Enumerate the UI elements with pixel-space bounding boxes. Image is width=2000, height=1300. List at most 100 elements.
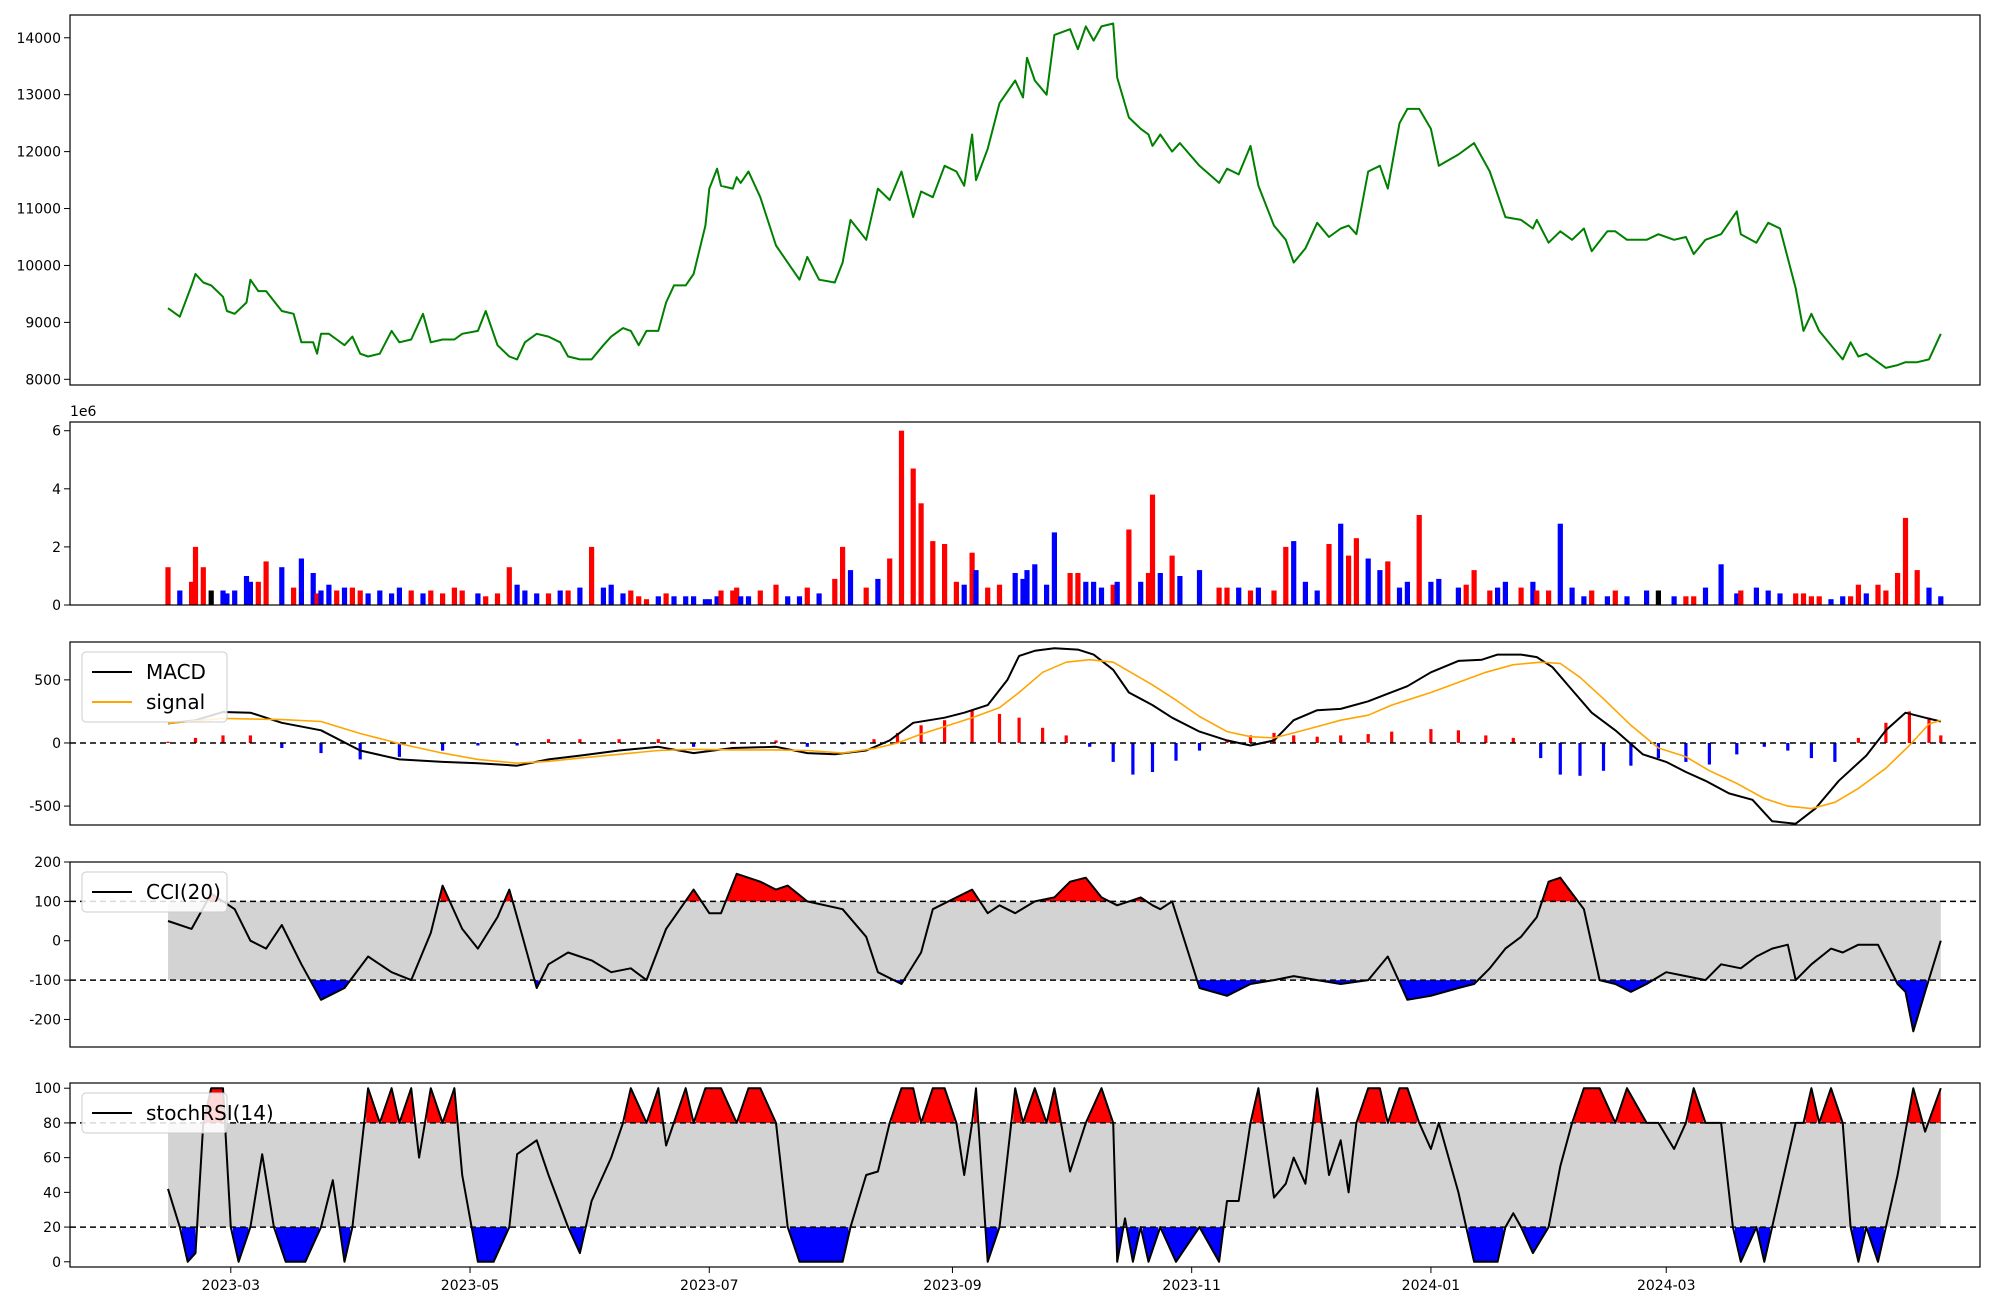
volume-bar <box>314 593 320 605</box>
volume-bar <box>1091 581 1097 605</box>
x-tick-label: 2023-07 <box>680 1278 739 1294</box>
volume-bar <box>247 581 253 605</box>
volume-bar <box>1396 587 1403 605</box>
volume-bar <box>1428 581 1434 605</box>
volume-bar <box>1416 515 1422 605</box>
stochrsi-oversold-fill <box>1852 1227 1865 1262</box>
macd-series-line <box>167 647 1942 825</box>
y-tick-label: 20 <box>43 1220 61 1236</box>
macd-histogram-bar <box>1429 729 1433 743</box>
macd-histogram-bar <box>1064 735 1068 743</box>
volume-bar <box>1848 596 1854 605</box>
macd-histogram-bar <box>248 735 252 743</box>
macd-histogram-bar <box>895 732 900 743</box>
y-tick-label: 8000 <box>25 372 61 388</box>
macd-histogram-bar <box>872 739 876 743</box>
volume-bar <box>1683 596 1689 605</box>
y-tick-label: -100 <box>29 973 61 989</box>
macd-histogram-bar <box>1927 717 1931 743</box>
volume-bar <box>643 599 650 605</box>
macd-histogram-bar <box>1786 743 1790 751</box>
macd-histogram-bar <box>1558 743 1562 775</box>
y-tick-label: 6 <box>52 424 61 440</box>
volume-bar <box>1581 596 1587 605</box>
volume-bar <box>1338 523 1344 605</box>
volume-bar <box>451 587 457 605</box>
volume-bar <box>1051 532 1057 605</box>
stochrsi-neutral-band <box>168 1122 1941 1228</box>
volume-bar <box>730 590 736 605</box>
volume-bar <box>1691 596 1697 605</box>
y-tick-label: 2 <box>52 540 61 556</box>
stochrsi-overbought-fill <box>1313 1088 1322 1123</box>
volume-bar <box>291 587 297 605</box>
macd-histogram-bar <box>1017 717 1021 743</box>
volume-bar <box>796 596 803 605</box>
volume-bar <box>1012 573 1018 605</box>
macd-histogram-bar <box>1833 743 1837 762</box>
volume-bar <box>1196 570 1203 605</box>
volume-bar <box>255 581 261 605</box>
volume-bar <box>969 552 975 605</box>
stochrsi-oversold-fill <box>789 1227 849 1262</box>
volume-bar <box>863 587 869 605</box>
y-tick-label: 200 <box>34 855 61 871</box>
volume-bar <box>279 567 285 605</box>
macd-histogram-bar <box>441 743 445 751</box>
macd-histogram-bar <box>1111 743 1115 762</box>
macd-histogram-bar <box>476 743 480 746</box>
volume-bar <box>298 558 304 605</box>
volume-bar <box>1855 584 1861 605</box>
volume-bar <box>1546 590 1552 605</box>
volume-bar <box>377 590 383 605</box>
macd-series-line <box>167 658 1942 810</box>
stochrsi-oversold-fill <box>1758 1227 1771 1262</box>
stochrsi-oversold-fill <box>472 1227 508 1262</box>
stochrsi-oversold-fill <box>340 1227 351 1262</box>
volume-panel: 0 2 4 6 1e6 <box>52 404 1944 614</box>
volume-bar <box>706 599 712 605</box>
volume-bar <box>718 590 724 605</box>
stochrsi-overbought-fill <box>366 1088 378 1123</box>
volume-bar <box>440 593 446 605</box>
volume-bar <box>734 587 740 605</box>
macd-panel: -500 0 500 MACD signal <box>29 647 1980 825</box>
volume-bar <box>1255 587 1261 605</box>
volume-bar <box>655 596 661 605</box>
legend-label: CCI(20) <box>146 880 221 904</box>
volume-bar <box>1914 570 1920 605</box>
macd-histogram-bar <box>1484 735 1488 743</box>
y-tick-label: 0 <box>52 598 61 614</box>
x-tick-label: 2023-11 <box>1162 1278 1221 1294</box>
cci-overbought-fill <box>1542 877 1576 902</box>
macd-histogram-bar <box>692 743 696 747</box>
volume-bar <box>165 567 171 605</box>
macd-histogram-bar <box>943 720 947 743</box>
macd-histogram-bar <box>1809 743 1813 759</box>
macd-histogram-bar <box>1735 743 1739 755</box>
volume-bar <box>1098 587 1105 605</box>
macd-histogram-bar <box>1684 743 1688 762</box>
volume-bar <box>1169 555 1175 605</box>
stochrsi-overbought-fill <box>738 1088 774 1123</box>
volume-bar <box>702 599 708 605</box>
stochrsi-overbought-fill <box>625 1088 645 1123</box>
volume-bar <box>953 581 959 605</box>
y-tick-label: 40 <box>43 1185 61 1201</box>
price-series-line <box>167 22 1942 369</box>
macd-histogram-bar <box>774 740 778 743</box>
volume-bar <box>506 567 512 605</box>
y-tick-label: 13000 <box>16 88 61 104</box>
volume-bar <box>918 503 924 605</box>
volume-bar <box>1938 596 1944 605</box>
volume-bar <box>1044 584 1050 605</box>
panel-frame <box>69 421 1981 606</box>
cci-series-line <box>167 872 1942 1033</box>
volume-bar <box>663 593 669 605</box>
volume-bar <box>1471 570 1477 605</box>
y-tick-label: 11000 <box>16 202 61 218</box>
volume-bar <box>1126 529 1132 605</box>
volume-bar <box>1463 584 1469 605</box>
volume-bar <box>545 593 552 605</box>
macd-histogram-bar <box>166 741 170 743</box>
